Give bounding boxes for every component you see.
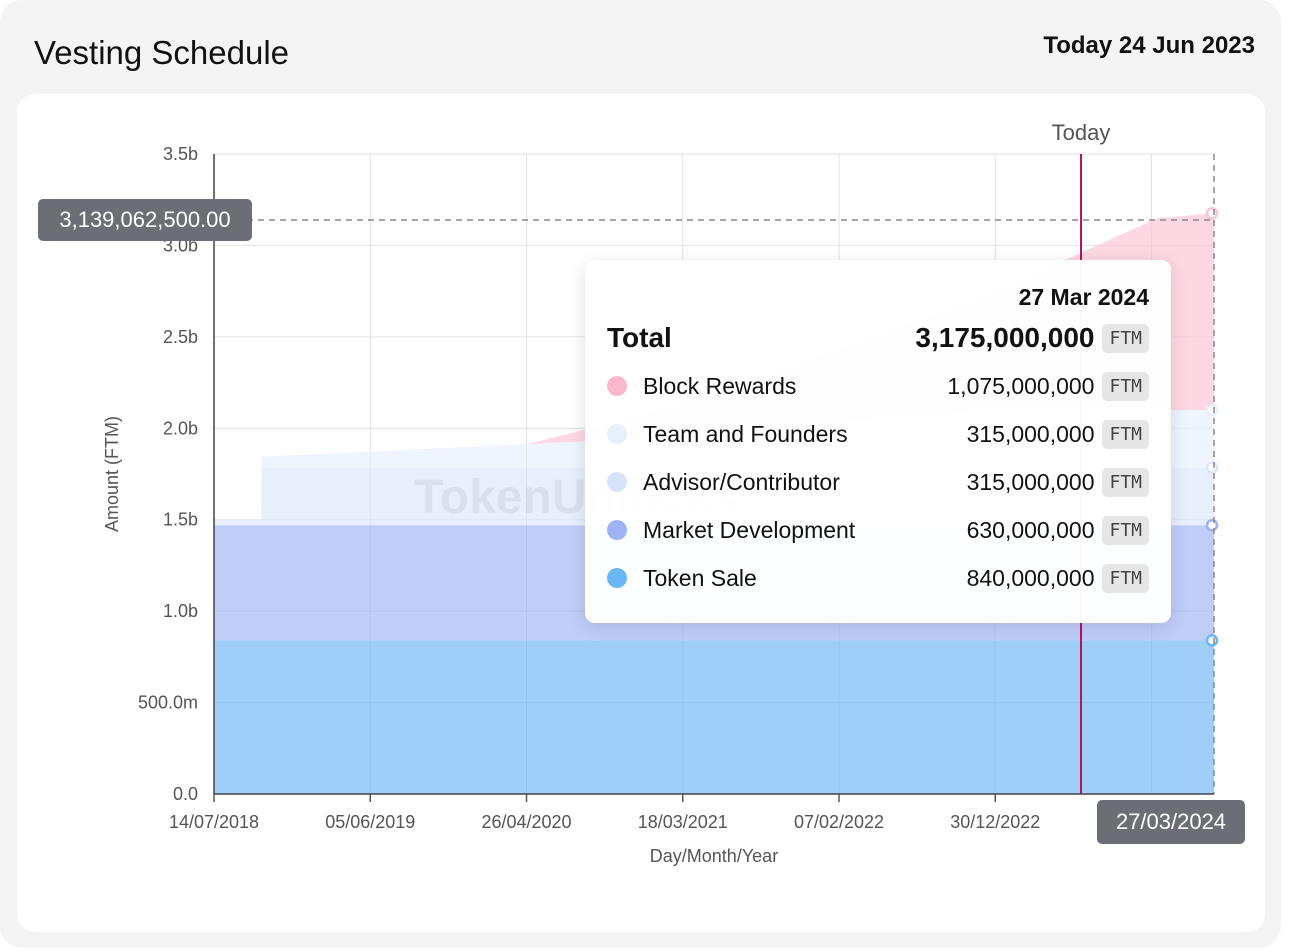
tooltip-series-name: Market Development	[643, 516, 856, 543]
tooltip-series-value: 315,000,000	[966, 468, 1095, 495]
series-end-marker	[1205, 461, 1219, 474]
chart-overlays: Today	[214, 120, 1219, 794]
x-tick-label: 26/04/2020	[481, 812, 571, 832]
tooltip-unit-badge: FTM	[1102, 371, 1149, 401]
legend-dot-icon	[607, 376, 627, 396]
y-tick-label: 1.5b	[163, 510, 198, 530]
y-tick-label: 2.5b	[163, 327, 198, 347]
x-tick-label: 07/02/2022	[794, 812, 884, 832]
tooltip-unit-badge: FTM	[1102, 419, 1149, 449]
y-tick-label: 1.0b	[163, 601, 198, 621]
hover-x-value: 27/03/2024	[1097, 800, 1245, 844]
tooltip-unit-badge: FTM	[1102, 563, 1149, 593]
series-end-marker	[1205, 207, 1219, 220]
tooltip-series-row: Advisor/Contributor 315,000,000 FTM	[607, 465, 1149, 499]
area-token-sale	[214, 640, 1214, 794]
x-axis-title: Day/Month/Year	[650, 846, 778, 866]
tooltip-series-name: Token Sale	[643, 564, 757, 591]
series-end-marker	[1205, 634, 1219, 647]
today-date-label: Today 24 Jun 2023	[1043, 32, 1255, 59]
page-title: Vesting Schedule	[34, 34, 290, 71]
legend-dot-icon	[607, 424, 627, 444]
tooltip-series-row: Team and Founders 315,000,000 FTM	[607, 417, 1149, 451]
tooltip-unit-badge: FTM	[1102, 323, 1149, 353]
y-axis-title: Amount (FTM)	[102, 416, 122, 532]
hover-y-value: 3,139,062,500.00	[38, 199, 252, 241]
tooltip-series-row: Token Sale 840,000,000 FTM	[607, 561, 1149, 595]
series-end-marker	[1205, 518, 1219, 532]
tooltip-series-value: 840,000,000	[966, 564, 1095, 591]
tooltip-series-name: Advisor/Contributor	[643, 468, 840, 495]
chart-tooltip: 27 Mar 2024 Total 3,175,000,000 FTM Bloc…	[585, 260, 1171, 623]
tooltip-series-row: Block Rewards 1,075,000,000 FTM	[607, 369, 1149, 403]
tooltip-series-row: Market Development 630,000,000 FTM	[607, 513, 1149, 547]
y-tick-label: 500.0m	[138, 693, 198, 713]
tooltip-series-name: Block Rewards	[643, 372, 797, 399]
x-tick-label: 05/06/2019	[325, 812, 415, 832]
tooltip-series-name: Team and Founders	[643, 420, 848, 447]
tooltip-date: 27 Mar 2024	[1018, 284, 1149, 310]
legend-dot-icon	[607, 472, 627, 492]
y-tick-label: 2.0b	[163, 418, 198, 438]
tooltip-series-value: 315,000,000	[966, 420, 1095, 447]
today-line-label: Today	[1052, 120, 1111, 145]
tooltip-total-label: Total	[607, 322, 672, 353]
legend-dot-icon	[607, 568, 627, 588]
tooltip-total-row: Total 3,175,000,000 FTM	[607, 321, 1149, 355]
tooltip-total-value: 3,175,000,000	[915, 322, 1095, 353]
legend-dot-icon	[607, 520, 627, 540]
x-tick-label: 14/07/2018	[169, 812, 259, 832]
x-tick-label: 30/12/2022	[950, 812, 1040, 832]
y-tick-label: 3.5b	[163, 144, 198, 164]
tooltip-unit-badge: FTM	[1102, 467, 1149, 497]
tooltip-series-value: 630,000,000	[966, 516, 1095, 543]
tooltip-unit-badge: FTM	[1102, 515, 1149, 545]
tooltip-series-value: 1,075,000,000	[947, 372, 1095, 399]
x-tick-label: 18/03/2021	[638, 812, 728, 832]
chart-ticks: 0.0500.0m1.0b1.5b2.0b2.5b3.0b3.5b14/07/2…	[102, 144, 1214, 866]
series-end-marker	[1205, 403, 1219, 417]
y-tick-label: 0.0	[173, 784, 198, 804]
